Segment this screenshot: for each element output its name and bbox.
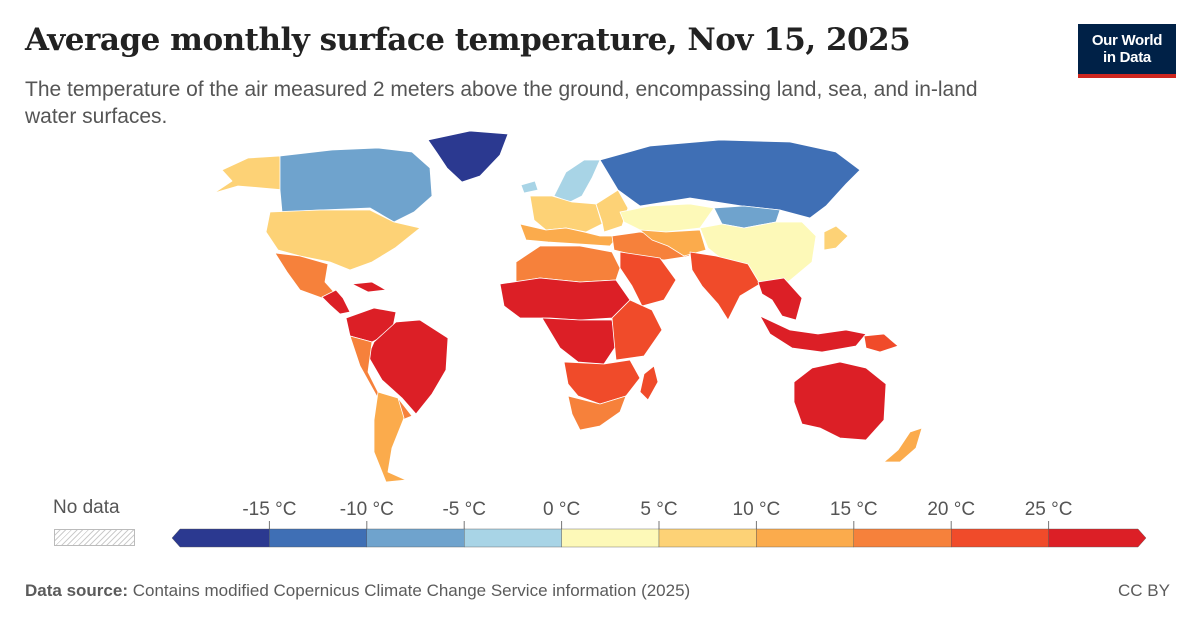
- region-scandinavia: [553, 159, 601, 203]
- region-madagascar: [639, 365, 659, 401]
- data-source: Data source: Contains modified Copernicu…: [25, 581, 690, 601]
- legend-bin-4: [561, 528, 660, 548]
- region-russia: [599, 139, 861, 219]
- region-alaska: [213, 155, 286, 194]
- region-central-america: [321, 289, 351, 315]
- color-legend: -15 °C -10 °C -5 °C 0 °C 5 °C 10 °C 15 °C 20 °C…: [171, 499, 1147, 548]
- legend-bins: [171, 528, 1147, 548]
- source-label: Data source:: [25, 581, 128, 600]
- legend-tick-label: 0 °C: [543, 499, 580, 520]
- chart-title: Average monthly surface temperature, Nov…: [25, 22, 911, 58]
- legend-bin-5: [658, 528, 757, 548]
- legend-tick-label: 20 °C: [927, 499, 975, 520]
- no-data-label: No data: [53, 497, 120, 518]
- logo-line-2: in Data: [1103, 49, 1151, 66]
- source-text: Contains modified Copernicus Climate Cha…: [127, 581, 691, 600]
- region-western-europe: [529, 195, 603, 233]
- legend-tick-label: 25 °C: [1025, 499, 1073, 520]
- legend-bin-0: [171, 528, 270, 548]
- region-east-africa: [611, 299, 663, 361]
- region-indonesia: [759, 315, 867, 353]
- region-greenland: [427, 130, 509, 183]
- legend-tick-label: -5 °C: [442, 499, 486, 520]
- region-japan: [823, 225, 849, 251]
- region-iceland: [520, 180, 539, 194]
- region-north-africa: [515, 245, 621, 283]
- region-south-africa: [567, 395, 627, 431]
- region-india: [689, 251, 761, 321]
- legend-bin-2: [366, 528, 465, 548]
- region-southern-south-america: [373, 391, 407, 483]
- legend-bin-7: [853, 528, 952, 548]
- region-sahel: [499, 277, 631, 321]
- legend-ticks: -15 °C -10 °C -5 °C 0 °C 5 °C 10 °C 15 °C 20 °C…: [242, 499, 1072, 529]
- region-southern-africa: [563, 359, 641, 405]
- region-southeast-asia: [757, 277, 803, 321]
- legend-bin-8: [951, 528, 1049, 548]
- license-link[interactable]: CC BY: [1118, 581, 1170, 600]
- legend-tick-label: 5 °C: [640, 499, 677, 520]
- region-new-zealand: [883, 427, 923, 463]
- region-brazil: [367, 319, 449, 415]
- legend-tick-label: -10 °C: [340, 499, 394, 520]
- region-australia: [793, 361, 887, 441]
- chart-subtitle: The temperature of the air measured 2 me…: [25, 78, 978, 128]
- no-data-swatch: [54, 529, 135, 546]
- region-papua-new-guinea: [863, 333, 899, 353]
- logo-line-1: Our World: [1091, 32, 1163, 49]
- region-arabian-peninsula: [619, 251, 677, 307]
- legend-tick-label: -15 °C: [242, 499, 296, 520]
- region-united-states: [265, 209, 421, 271]
- world-map[interactable]: [0, 120, 1200, 490]
- owid-logo[interactable]: Our World in Data: [1078, 24, 1176, 78]
- legend-bin-3: [464, 528, 562, 548]
- legend-tick-label: 10 °C: [733, 499, 781, 520]
- region-central-africa: [541, 317, 617, 365]
- legend-bin-9: [1048, 528, 1147, 548]
- legend-tick-label: 15 °C: [830, 499, 878, 520]
- legend-bin-6: [756, 528, 855, 548]
- legend-bin-1: [269, 528, 367, 548]
- region-caribbean: [351, 281, 387, 293]
